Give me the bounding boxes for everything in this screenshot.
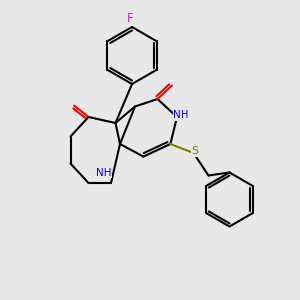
- Text: NH: NH: [96, 167, 111, 178]
- Text: N: N: [173, 110, 181, 121]
- Text: F: F: [127, 12, 134, 25]
- Text: H: H: [181, 110, 188, 121]
- Text: S: S: [192, 146, 199, 156]
